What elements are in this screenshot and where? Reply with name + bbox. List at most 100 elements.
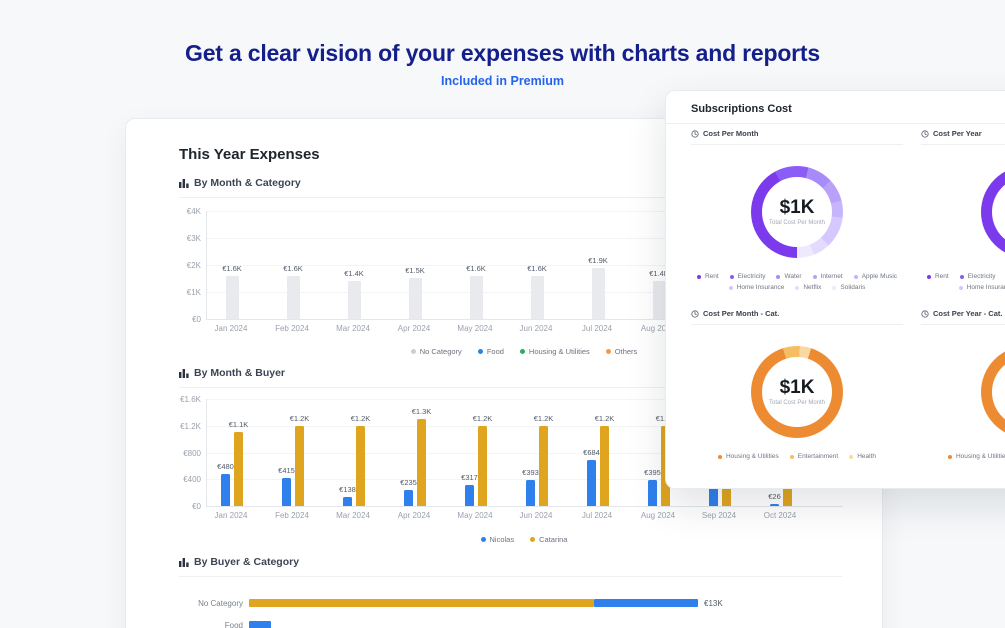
gridline bbox=[207, 452, 843, 454]
y-axis-label: €800 bbox=[183, 448, 201, 458]
bar-value-label: €1.9K bbox=[588, 256, 608, 265]
legend-label: Home Insurance bbox=[966, 284, 1005, 291]
chart-legend: No Category Food Housing & Utilities Others bbox=[206, 347, 842, 356]
gridline bbox=[207, 479, 843, 481]
row-label: Food bbox=[224, 621, 243, 628]
category-bar bbox=[347, 281, 361, 319]
clock-icon bbox=[691, 129, 699, 138]
legend-label: Food bbox=[486, 347, 504, 356]
legend-item: Electricity bbox=[729, 273, 766, 280]
bar-value-label: €1.6K bbox=[222, 264, 242, 273]
legend-dot bbox=[530, 537, 536, 542]
category-bar bbox=[591, 268, 605, 319]
legend-item: Home Insurance bbox=[728, 284, 784, 291]
nicolas-bar bbox=[404, 490, 413, 506]
catarina-bar bbox=[417, 419, 426, 506]
legend-item: Catarina bbox=[530, 535, 567, 544]
quadrant-title: Cost Per Year bbox=[933, 129, 982, 138]
nicolas-bar bbox=[221, 474, 230, 506]
x-axis-label: Sep 2024 bbox=[701, 511, 737, 520]
x-axis-label: Mar 2024 bbox=[336, 511, 370, 520]
x-axis-label: Feb 2024 bbox=[275, 511, 309, 520]
catarina-bar bbox=[478, 426, 487, 506]
bar-value-label: €1.2K bbox=[533, 414, 554, 423]
bar-value-label: €235 bbox=[400, 478, 417, 487]
x-axis-label: Apr 2024 bbox=[397, 324, 431, 333]
x-axis-label: May 2024 bbox=[457, 511, 493, 520]
bar-value-label: €26 bbox=[768, 492, 781, 501]
legend-label: Health bbox=[857, 453, 876, 460]
gridline bbox=[207, 399, 843, 400]
x-axis-label: Aug 2024 bbox=[640, 511, 676, 520]
legend-dot bbox=[832, 285, 837, 290]
x-axis-label: Aug 2024 bbox=[640, 324, 676, 333]
legend-label: Rent bbox=[934, 273, 949, 280]
x-axis-label: Jul 2024 bbox=[581, 324, 613, 333]
section-header-by-buyer-category: By Buyer & Category bbox=[179, 556, 842, 577]
x-axis-label: Feb 2024 bbox=[275, 324, 309, 333]
bar-chart-icon bbox=[179, 368, 189, 378]
y-axis-label: €400 bbox=[183, 475, 201, 485]
legend-item: Housing & Utilities bbox=[519, 347, 590, 356]
catarina-bar bbox=[295, 426, 304, 506]
subscriptions-card-title: Subscriptions Cost bbox=[691, 103, 792, 115]
bar-value-label: €138 bbox=[339, 485, 356, 494]
legend-label: Electricity bbox=[737, 273, 766, 280]
legend-item: Home Insurance bbox=[958, 284, 1005, 291]
category-bar bbox=[408, 278, 422, 319]
gridline bbox=[207, 292, 843, 293]
chart-legend: Nicolas Catarina bbox=[206, 535, 842, 544]
legend-dot bbox=[853, 274, 858, 279]
x-axis-label: Oct 2024 bbox=[763, 511, 797, 520]
gridline bbox=[207, 238, 843, 239]
legend-label: Housing & Utilities bbox=[528, 347, 590, 356]
gridline bbox=[207, 425, 843, 427]
bar-value-label: €1.6K bbox=[466, 264, 486, 273]
donut-chart bbox=[981, 166, 1005, 258]
legend-label: Catarina bbox=[539, 535, 568, 544]
nicolas-bar bbox=[282, 478, 291, 506]
legend-label: Electricity bbox=[967, 273, 996, 280]
bar-value-label: €415 bbox=[278, 466, 295, 475]
legend-label: Apple Music bbox=[861, 273, 898, 280]
bar-value-label: €395 bbox=[644, 468, 661, 477]
row-label: No Category bbox=[198, 599, 243, 608]
quadrant-cost-per-year-cat: Cost Per Year - Cat. Housing & UtilitiesE… bbox=[921, 309, 1005, 460]
bar-value-label: €1.1K bbox=[228, 420, 249, 429]
donut-caption: Total Cost Per Month bbox=[768, 220, 826, 226]
quadrant-title: Cost Per Month - Cat. bbox=[703, 309, 780, 318]
catarina-bar bbox=[539, 426, 548, 506]
donut-chart bbox=[981, 346, 1005, 438]
catarina-bar bbox=[234, 432, 243, 506]
bar-value-label: €317 bbox=[461, 473, 478, 482]
quadrant-header: Cost Per Month bbox=[691, 129, 903, 145]
category-bar bbox=[652, 281, 666, 319]
clock-icon bbox=[691, 309, 699, 318]
legend-dot bbox=[696, 274, 701, 279]
legend-dot bbox=[812, 274, 817, 279]
bar-value-label: €1.6K bbox=[527, 264, 547, 273]
legend-item: Food bbox=[477, 347, 504, 356]
legend-item: Housing & Utilities bbox=[717, 453, 779, 460]
bar-value-label: €1.3K bbox=[411, 407, 432, 416]
subscriptions-cost-card: Subscriptions Cost Cost Per Month $1K Tota… bbox=[665, 90, 1005, 489]
legend-dot bbox=[728, 285, 733, 290]
bar-chart-icon bbox=[179, 557, 189, 567]
legend-dot bbox=[729, 274, 734, 279]
nicolas-bar bbox=[770, 504, 779, 506]
legend-item: Others bbox=[605, 347, 637, 356]
nicolas-bar bbox=[465, 485, 474, 506]
category-bar bbox=[225, 276, 239, 319]
month-category-chart: €1.6K €1.6K €1.4K €1.5K €1.6K €1.6K €1.9K €1.4K… bbox=[179, 197, 843, 363]
donut-total: $1K bbox=[779, 197, 815, 218]
x-axis-label: Jun 2024 bbox=[519, 324, 553, 333]
legend-label: Housing & Utilities bbox=[725, 453, 779, 460]
quadrant-header: Cost Per Month - Cat. bbox=[691, 309, 903, 325]
section-label: By Month & Buyer bbox=[194, 367, 286, 379]
x-axis-label: Apr 2024 bbox=[397, 511, 431, 520]
bar-value-label: €684 bbox=[583, 448, 600, 457]
x-axis-label: Mar 2024 bbox=[336, 324, 370, 333]
